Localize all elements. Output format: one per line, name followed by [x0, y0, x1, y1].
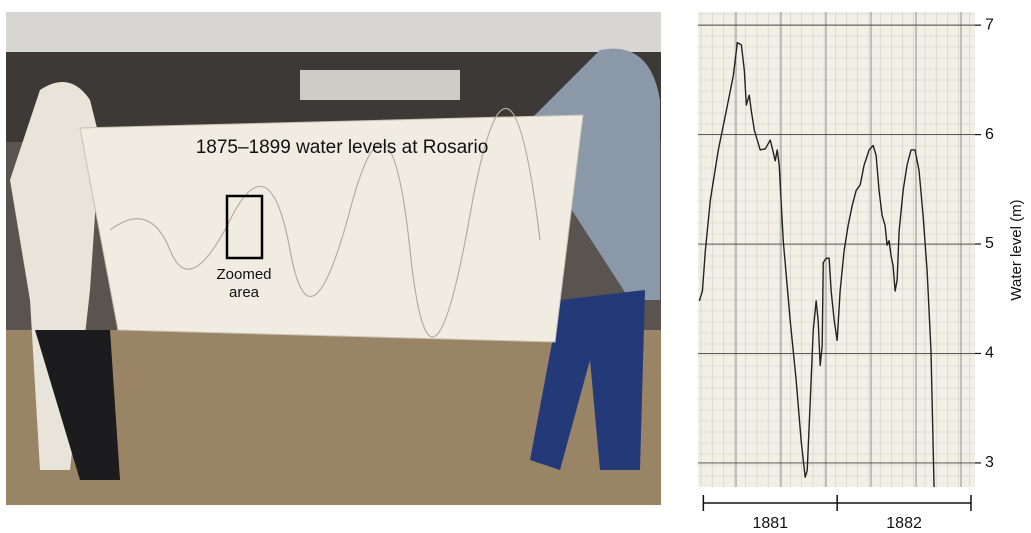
photo-title: 1875–1899 water levels at Rosario	[196, 137, 489, 158]
y-tick-label: 5	[985, 235, 994, 252]
figure: 1875–1899 water levels at Rosario Zoomed…	[0, 0, 1031, 533]
boxes	[300, 70, 460, 100]
ceiling	[6, 12, 661, 52]
x-period-label: 1882	[886, 515, 922, 532]
y-tick-label: 3	[985, 454, 994, 471]
y-tick-label: 4	[985, 345, 994, 362]
y-tick-label: 7	[985, 16, 994, 33]
zoom-label: area	[229, 284, 260, 301]
x-period-label: 1881	[752, 515, 788, 532]
y-axis-label: Water level (m)	[1008, 199, 1025, 300]
chart-paper	[698, 12, 975, 487]
zoom-label: Zoomed	[216, 266, 271, 283]
y-tick-label: 6	[985, 126, 994, 143]
photo: 1875–1899 water levels at Rosario Zoomed…	[6, 12, 661, 505]
